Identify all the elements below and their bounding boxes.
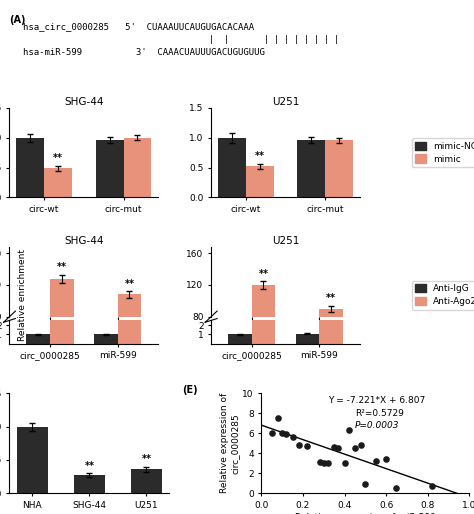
Text: |  |       | | | | | | | |: | | | | | | | | | | xyxy=(210,35,339,44)
Legend: mimic-NC, mimic: mimic-NC, mimic xyxy=(411,138,474,167)
Point xyxy=(372,457,380,466)
Bar xyxy=(228,334,252,344)
Title: SHG-44: SHG-44 xyxy=(64,97,103,107)
Bar xyxy=(131,469,162,493)
Point xyxy=(324,459,332,467)
Point xyxy=(357,441,365,449)
Text: **: ** xyxy=(258,269,268,279)
Point xyxy=(320,459,328,467)
Bar xyxy=(118,295,141,380)
Bar xyxy=(16,138,44,197)
Point xyxy=(268,429,275,437)
Point xyxy=(383,455,390,464)
Point xyxy=(392,484,400,492)
Point xyxy=(351,444,359,452)
Bar xyxy=(325,140,353,197)
Text: **: ** xyxy=(84,461,94,471)
Bar xyxy=(319,0,343,344)
Point xyxy=(316,458,323,466)
Bar xyxy=(218,138,246,197)
Text: Relative enrichment: Relative enrichment xyxy=(18,249,27,341)
Text: **: ** xyxy=(53,153,63,163)
Point xyxy=(289,433,296,442)
Text: **: ** xyxy=(255,151,264,161)
Bar xyxy=(228,379,252,380)
Bar xyxy=(319,309,343,380)
Bar xyxy=(44,168,72,197)
Y-axis label: Relative expression of
circ_0000285: Relative expression of circ_0000285 xyxy=(220,393,239,493)
X-axis label: Relative expression of miR-599: Relative expression of miR-599 xyxy=(295,513,436,514)
Text: (E): (E) xyxy=(182,385,198,395)
Point xyxy=(303,442,311,450)
Text: **: ** xyxy=(326,293,336,303)
Title: U251: U251 xyxy=(272,236,299,246)
Bar xyxy=(50,0,73,344)
Point xyxy=(428,482,436,490)
Point xyxy=(362,480,369,488)
Bar xyxy=(246,167,273,197)
Title: SHG-44: SHG-44 xyxy=(64,236,103,246)
Bar xyxy=(252,285,275,380)
Bar xyxy=(296,334,319,344)
Bar xyxy=(118,0,141,344)
Text: Y = -7.221*X + 6.807: Y = -7.221*X + 6.807 xyxy=(328,396,425,405)
Bar xyxy=(297,139,325,197)
Title: U251: U251 xyxy=(272,97,299,107)
Text: **: ** xyxy=(124,279,134,289)
Bar xyxy=(27,334,50,344)
Point xyxy=(274,414,282,423)
Bar xyxy=(74,475,105,493)
Bar xyxy=(124,138,151,197)
Text: **: ** xyxy=(57,262,67,272)
Text: P=0.0003: P=0.0003 xyxy=(355,421,400,430)
Text: hsa_circ_0000285   5'  CUAAAUUCAUGUGACACAAA: hsa_circ_0000285 5' CUAAAUUCAUGUGACACAAA xyxy=(23,22,255,31)
Text: **: ** xyxy=(141,454,152,464)
Text: R²=0.5729: R²=0.5729 xyxy=(355,409,404,418)
Bar xyxy=(50,279,73,380)
Bar xyxy=(252,0,275,344)
Point xyxy=(345,426,353,434)
Point xyxy=(330,443,338,451)
Point xyxy=(341,459,348,467)
Bar xyxy=(94,334,118,344)
Point xyxy=(335,444,342,452)
Bar xyxy=(94,379,118,380)
Legend: Anti-IgG, Anti-Ago2: Anti-IgG, Anti-Ago2 xyxy=(411,281,474,310)
Point xyxy=(278,429,286,437)
Bar xyxy=(27,379,50,380)
Bar xyxy=(96,139,124,197)
Text: (A): (A) xyxy=(9,15,26,25)
Bar xyxy=(296,379,319,380)
Point xyxy=(283,430,290,438)
Text: hsa-miR-599          3'  CAAACUAUUUGACUGUGUUG: hsa-miR-599 3' CAAACUAUUUGACUGUGUUG xyxy=(23,48,265,57)
Point xyxy=(295,441,302,449)
Bar xyxy=(17,427,48,493)
